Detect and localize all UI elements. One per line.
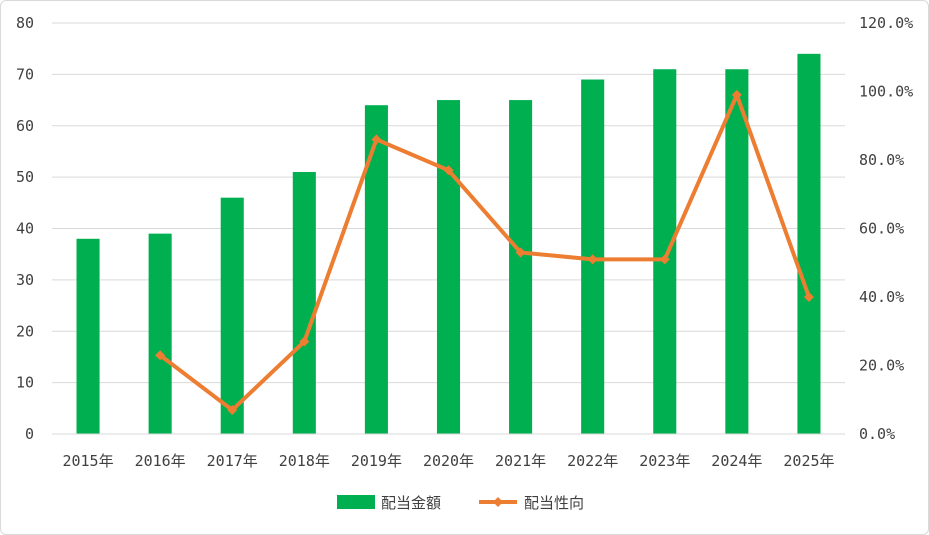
line-point	[515, 247, 526, 258]
y-left-tick-label: 0	[25, 425, 34, 443]
y-right-tick-label: 120.0%	[859, 14, 913, 32]
legend: 配当金額 配当性向	[337, 494, 584, 512]
y-left-tick-label: 80	[16, 14, 34, 32]
bar	[292, 171, 316, 435]
bar	[653, 69, 677, 435]
x-tick-label: 2016年	[135, 452, 186, 470]
line-point	[659, 254, 670, 265]
y-right-tick-label: 0.0%	[859, 425, 895, 443]
line-point	[155, 350, 166, 361]
y-right-tick-label: 40.0%	[859, 288, 904, 306]
x-tick-label: 2019年	[351, 452, 402, 470]
y-right-tick-label: 80.0%	[859, 151, 904, 169]
bar	[436, 100, 461, 434]
bar	[797, 53, 821, 434]
line-point	[299, 336, 310, 347]
x-axis: 2015年 2016年 2017年 2018年 2019年 2020年 2021年 2022年…	[52, 433, 845, 470]
y-left-tick-label: 10	[16, 374, 34, 392]
line-point	[587, 254, 598, 265]
line-point	[227, 405, 238, 416]
line-point	[731, 89, 742, 100]
x-tick-label: 2020年	[423, 452, 474, 470]
x-tick-label: 2025年	[783, 452, 834, 470]
bar	[725, 69, 749, 435]
line-point	[443, 165, 454, 176]
bar-series	[76, 53, 821, 435]
bar	[220, 197, 244, 434]
bar	[364, 105, 388, 434]
x-tick-label: 2023年	[639, 452, 690, 470]
line-point	[371, 134, 382, 145]
bar	[509, 100, 533, 434]
x-tick-label: 2024年	[711, 452, 762, 470]
y-left-tick-label: 50	[16, 168, 34, 186]
y-left-tick-label: 40	[16, 220, 34, 238]
x-tick-label: 2015年	[62, 452, 113, 470]
bar	[76, 238, 100, 434]
y-left-tick-label: 60	[16, 117, 34, 135]
series-line	[158, 92, 811, 413]
y-axis-left: 0 10 20 30 40 50 60 70 80	[16, 14, 34, 443]
line-series	[155, 89, 814, 416]
x-tick-label: 2022年	[567, 452, 618, 470]
x-tick-label: 2017年	[207, 452, 258, 470]
y-right-tick-label: 100.0%	[859, 83, 913, 101]
x-tick-label: 2021年	[495, 452, 546, 470]
y-left-tick-label: 20	[16, 322, 34, 340]
y-right-tick-label: 20.0%	[859, 357, 904, 375]
x-tick-label: 2018年	[279, 452, 330, 470]
legend-swatch-marker	[493, 497, 503, 507]
legend-swatch-bar	[337, 495, 375, 509]
legend-label-bar: 配当金額	[381, 494, 441, 512]
legend-label-line: 配当性向	[524, 494, 584, 512]
y-right-tick-label: 60.0%	[859, 220, 904, 238]
y-left-tick-label: 30	[16, 271, 34, 289]
y-left-tick-label: 70	[16, 65, 34, 83]
y-axis-right: 0.0% 20.0% 40.0% 60.0% 80.0% 100.0% 120.0%	[859, 14, 913, 443]
line-point	[803, 292, 814, 302]
bar	[148, 233, 172, 434]
